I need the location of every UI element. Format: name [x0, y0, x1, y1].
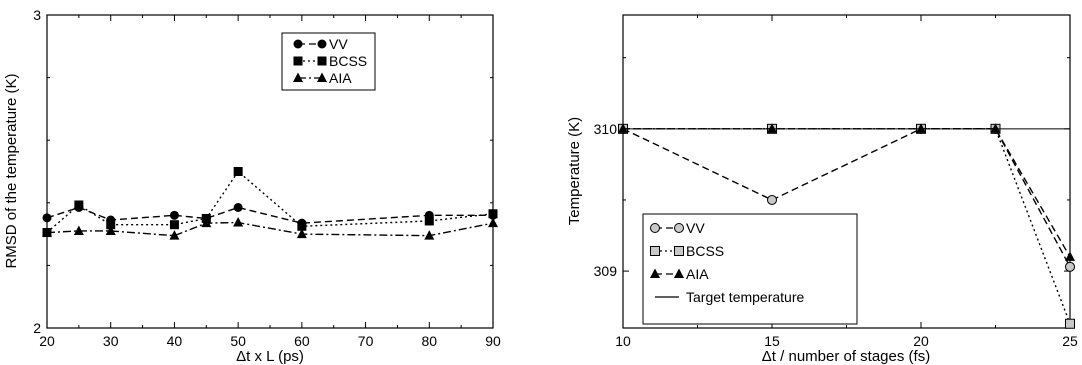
- plot-area-frame: [46, 14, 494, 329]
- legend-label-vv: VV: [686, 220, 705, 236]
- data-point-vv: [233, 202, 243, 212]
- x-tick-label: 40: [167, 333, 183, 349]
- x-tick-label: 60: [294, 333, 310, 349]
- y-tick-label: 3: [33, 7, 41, 23]
- data-point-bcss: [74, 200, 84, 210]
- y-tick-label: 310: [594, 121, 618, 137]
- data-point-aia: [990, 123, 1001, 133]
- legend-marker-aia: [317, 72, 327, 82]
- legend-marker-bcss: [317, 56, 327, 66]
- data-point-aia: [73, 225, 84, 235]
- x-axis-label: Δt x L (ps): [236, 348, 304, 365]
- x-tick-label: 25: [1062, 333, 1078, 349]
- x-tick-label: 20: [913, 333, 929, 349]
- x-tick-label: 15: [764, 333, 780, 349]
- y-axis-label: Temperature (K): [566, 117, 583, 225]
- x-tick-label: 50: [230, 333, 246, 349]
- x-tick-label: 30: [103, 333, 119, 349]
- data-point-aia: [424, 230, 435, 240]
- legend-marker-aia: [650, 268, 660, 278]
- legend-marker-vv: [674, 223, 684, 233]
- legend-marker-vv: [293, 39, 303, 49]
- data-point-bcss: [488, 209, 498, 219]
- legend-label-aia: AIA: [329, 70, 352, 86]
- data-point-aia: [767, 123, 777, 133]
- data-point-aia: [169, 230, 180, 240]
- data-point-aia: [105, 225, 116, 235]
- legend-marker-bcss: [650, 246, 660, 256]
- data-point-bcss: [1065, 318, 1075, 329]
- data-point-aia: [233, 217, 244, 227]
- x-tick-label: 20: [39, 333, 55, 349]
- data-point-bcss: [233, 167, 243, 176]
- data-point-aia: [201, 217, 212, 228]
- y-tick-label: 309: [594, 263, 618, 279]
- x-tick-label: 80: [421, 333, 437, 349]
- data-point-vv: [42, 213, 52, 223]
- data-point-bcss: [106, 220, 116, 230]
- legend-label-target-temperature: Target temperature: [686, 289, 804, 305]
- data-point-bcss: [169, 220, 179, 230]
- data-point-aia: [916, 123, 926, 133]
- x-tick-label: 90: [485, 333, 501, 349]
- series-line-vv: [46, 206, 493, 224]
- legend-marker-vv: [650, 223, 660, 233]
- data-point-aia: [1065, 251, 1075, 261]
- legend-label-vv: VV: [329, 36, 348, 52]
- data-point-aia: [296, 228, 307, 239]
- legend: VV BCSS AIA Target temperature: [642, 213, 858, 325]
- data-point-vv: [767, 194, 777, 205]
- legend-marker-bcss: [293, 56, 303, 66]
- data-point-aia: [618, 123, 628, 133]
- legend-label-aia: AIA: [686, 266, 709, 282]
- legend-marker-bcss: [674, 246, 684, 256]
- x-tick-label: 70: [358, 333, 374, 349]
- data-point-aia: [42, 227, 52, 237]
- y-tick-label: 2: [33, 320, 41, 336]
- data-point-vv: [169, 210, 179, 220]
- x-axis-label: Δt / number of stages (fs): [762, 348, 930, 365]
- data-point-bcss: [297, 221, 307, 231]
- rmsd-chart: Δt x L (ps) RMSD of the temperature (K) …: [3, 7, 501, 365]
- legend-label-bcss: BCSS: [329, 53, 367, 69]
- legend-marker-aia: [293, 72, 303, 82]
- legend-marker-aia: [674, 268, 684, 278]
- temperature-chart: Δt / number of stages (fs) Temperature (…: [566, 14, 1078, 365]
- x-tick-label: 10: [615, 333, 631, 349]
- legend-marker-vv: [317, 39, 327, 49]
- data-point-aia: [488, 217, 498, 228]
- data-point-vv: [1065, 261, 1075, 272]
- y-axis-label: RMSD of the temperature (K): [3, 73, 20, 268]
- data-point-bcss: [424, 216, 434, 226]
- legend-label-bcss: BCSS: [686, 243, 724, 259]
